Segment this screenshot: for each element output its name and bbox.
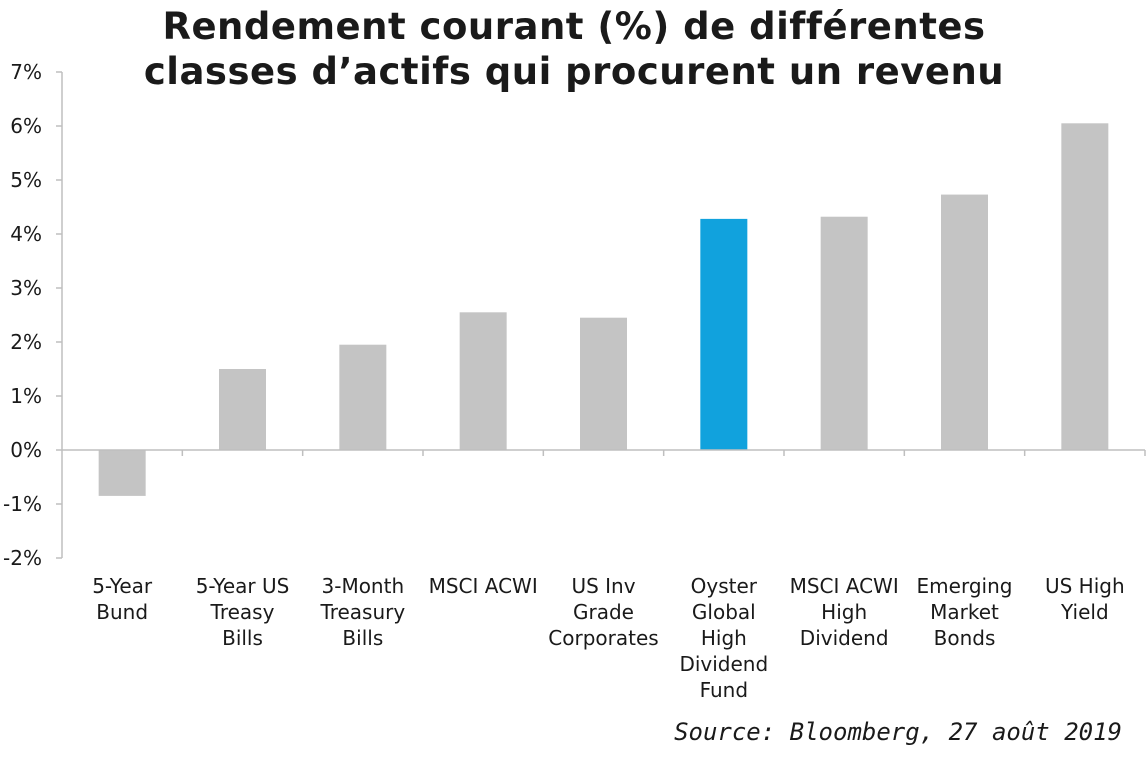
category-label-line: Global [692, 600, 756, 624]
y-tick-label: 5% [10, 168, 42, 192]
category-label-line: 5-Year US [196, 574, 290, 598]
y-tick-label: -2% [3, 546, 42, 570]
category-label-line: Market [930, 600, 999, 624]
category-label: 5-Year US Treasy Bills [196, 574, 290, 650]
category-label-line: Yield [1060, 600, 1109, 624]
category-label: 5-Year Bund [92, 574, 153, 624]
category-label-line: Treasury [319, 600, 405, 624]
category-label-line: Bills [222, 626, 263, 650]
category-label: US Inv Grade Corporates [548, 574, 658, 650]
bar [820, 216, 868, 450]
category-label-line: Dividend [679, 652, 768, 676]
category-label: MSCI ACWI [429, 574, 538, 598]
bars [98, 123, 1109, 496]
y-tick-label: 6% [10, 114, 42, 138]
category-label-line: MSCI ACWI [429, 574, 538, 598]
category-label-line: High [701, 626, 747, 650]
y-tick-label: 1% [10, 384, 42, 408]
bar [219, 369, 266, 450]
category-label: 3-Month Treasury Bills [319, 574, 405, 650]
category-label-line: Emerging [917, 574, 1013, 598]
y-axis: -2% -1% 0% 1% 2% 3% 4% 5% 6% 7% [3, 60, 63, 570]
bar [98, 450, 146, 496]
y-tick-label: 3% [10, 276, 42, 300]
category-label-line: Bund [96, 600, 148, 624]
category-label: MSCI ACWI High Dividend [790, 574, 899, 650]
x-axis [62, 449, 1146, 456]
category-label-line: MSCI ACWI [790, 574, 899, 598]
category-label-line: 3-Month [322, 574, 405, 598]
category-label: Oyster Global High Dividend Fund [679, 574, 768, 702]
category-label-line: US High [1045, 574, 1125, 598]
category-label: US High Yield [1045, 574, 1125, 624]
chart-title-line-2: classes d’actifs qui procurent un revenu [143, 50, 1005, 93]
y-tick-label: 4% [10, 222, 42, 246]
category-label-line: Fund [700, 678, 748, 702]
category-label-line: Dividend [800, 626, 889, 650]
chart-title: Rendement courant (%) de différentes cla… [0, 4, 1148, 94]
y-tick-label: 2% [10, 330, 42, 354]
bar [700, 218, 748, 450]
y-tick-label: -1% [3, 492, 42, 516]
category-label-line: Bonds [934, 626, 996, 650]
category-label-line: Bills [342, 626, 383, 650]
category-label-line: 5-Year [92, 574, 153, 598]
bar [459, 312, 507, 450]
category-label-line: Treasy [210, 600, 275, 624]
chart-title-line-1: Rendement courant (%) de différentes [162, 5, 986, 48]
category-label-line: Oyster [691, 574, 758, 598]
y-tick-label: 7% [10, 60, 42, 84]
category-label-line: High [821, 600, 867, 624]
source-note: Source: Bloomberg, 27 août 2019 [674, 718, 1122, 746]
bar [1061, 123, 1109, 451]
bar [339, 344, 387, 450]
bar [580, 317, 627, 450]
bar [941, 194, 988, 450]
y-tick-label: 0% [10, 438, 42, 462]
category-label-line: US Inv [571, 574, 635, 598]
category-label-line: Corporates [548, 626, 658, 650]
category-label-line: Grade [573, 600, 634, 624]
category-label: Emerging Market Bonds [917, 574, 1013, 650]
